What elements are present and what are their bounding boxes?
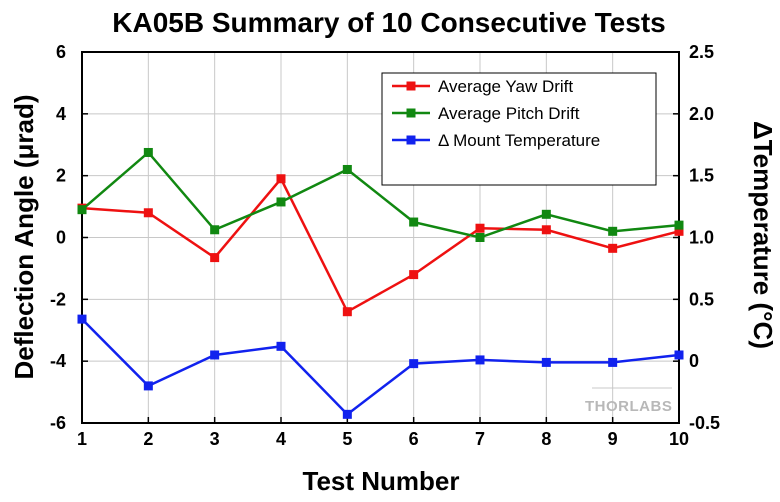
legend-marker (406, 108, 416, 118)
series-layer (77, 147, 684, 419)
legend-label: Average Pitch Drift (438, 104, 580, 123)
y-right-tick-label: 2.5 (689, 42, 714, 62)
y-right-tick-label: 2.0 (689, 104, 714, 124)
data-point (210, 350, 220, 360)
data-point (409, 359, 419, 369)
x-tick-label: 9 (608, 429, 618, 449)
data-point (143, 381, 153, 391)
data-point (276, 174, 286, 184)
data-point (342, 409, 352, 419)
data-point (674, 350, 684, 360)
legend-label: Average Yaw Drift (438, 77, 573, 96)
series-2 (77, 147, 684, 242)
y-right-tick-label: 0 (689, 351, 699, 371)
y-left-tick-label: 2 (56, 166, 66, 186)
data-point (541, 209, 551, 219)
axis-ticks: 1 2 3 4 5 6 7 8 9 10 -6 -4 -2 0 2 4 6 -0.5 0 0.5 1.0 1.5 2.0 2.… (50, 42, 720, 449)
legend: Average Yaw Drift Average Pitch Drift Δ Mo… (381, 72, 657, 186)
x-tick-label: 5 (342, 429, 352, 449)
x-axis-label: Test Number (303, 466, 460, 496)
y-left-tick-label: -2 (50, 289, 66, 309)
x-tick-label: 10 (669, 429, 689, 449)
data-point (276, 341, 286, 351)
x-tick-label: 2 (143, 429, 153, 449)
data-point (409, 217, 419, 227)
legend-item: Average Yaw Drift (392, 77, 573, 96)
data-point (541, 357, 551, 367)
x-tick-label: 8 (541, 429, 551, 449)
data-point (276, 197, 286, 207)
data-point (475, 223, 485, 233)
data-point (475, 233, 485, 242)
data-point (608, 243, 618, 253)
y-left-tick-label: -6 (50, 413, 66, 433)
legend-marker (406, 135, 416, 145)
chart-title: KA05B Summary of 10 Consecutive Tests (112, 7, 665, 38)
legend-marker (406, 81, 416, 91)
data-point (342, 164, 352, 174)
legend-item: Δ Mount Temperature (392, 131, 600, 150)
data-point (409, 270, 419, 280)
data-point (77, 314, 87, 324)
y-left-tick-label: -4 (50, 351, 66, 371)
watermark-text: THORLABS (585, 398, 672, 415)
series-line (81, 176, 680, 314)
legend-label: Δ Mount Temperature (438, 131, 600, 150)
data-point (674, 226, 684, 236)
data-point (475, 355, 485, 365)
x-tick-label: 1 (77, 429, 87, 449)
data-point (608, 226, 618, 236)
x-tick-label: 7 (475, 429, 485, 449)
series-line (81, 318, 680, 417)
data-point (342, 307, 352, 317)
x-tick-label: 4 (276, 429, 286, 449)
data-point (143, 147, 153, 157)
data-point (541, 225, 551, 235)
y-axis-right-label: ΔTemperature (°C) (748, 121, 778, 349)
data-point (674, 220, 684, 230)
data-point (608, 357, 618, 367)
y-right-tick-label: -0.5 (689, 413, 720, 433)
y-right-tick-label: 1.5 (689, 166, 714, 186)
legend-box (381, 72, 657, 186)
y-right-tick-label: 1.0 (689, 228, 714, 248)
y-axis-left-label: Deflection Angle (μrad) (9, 94, 39, 379)
legend-item: Average Pitch Drift (392, 104, 580, 123)
x-tick-label: 6 (409, 429, 419, 449)
series-line (81, 150, 680, 239)
data-point (210, 225, 220, 235)
data-point (210, 253, 220, 263)
series-3 (77, 314, 684, 419)
y-right-tick-label: 0.5 (689, 289, 714, 309)
y-left-tick-label: 4 (56, 104, 66, 124)
y-left-tick-label: 0 (56, 228, 66, 248)
thorlabs-watermark: THORLABS (585, 387, 672, 415)
x-tick-label: 3 (210, 429, 220, 449)
data-point (143, 208, 153, 218)
y-left-tick-label: 6 (56, 42, 66, 62)
data-point (77, 205, 87, 215)
